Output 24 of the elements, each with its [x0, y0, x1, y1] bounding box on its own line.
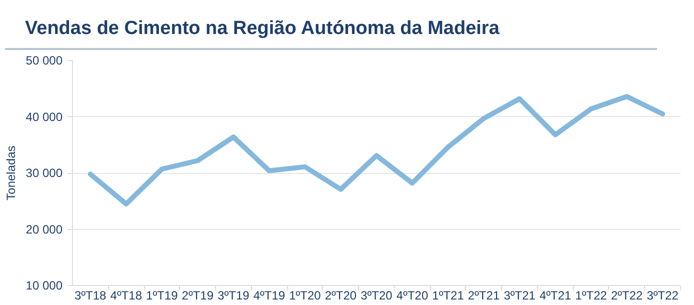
y-tick-label: 50 000: [26, 54, 63, 68]
x-tick-label: 4ºT19: [253, 288, 286, 302]
x-tick-label: 4ºT21: [539, 288, 572, 302]
x-tick-label: 1ºT22: [575, 288, 608, 302]
x-tick-label: 1ºT20: [289, 288, 322, 302]
y-tick-label: 30 000: [26, 166, 63, 180]
chart-title: Vendas de Cimento na Região Autónoma da Madeira: [5, 5, 657, 50]
x-tick-label: 4ºT20: [396, 288, 428, 302]
x-tick-label: 3ºT19: [218, 288, 250, 302]
x-tick-label: 3ºT22: [646, 288, 679, 302]
y-axis-title: Toneladas: [4, 146, 18, 200]
x-tick-label: 3ºT20: [360, 288, 393, 302]
x-tick-label: 2ºT22: [610, 288, 644, 302]
y-tick-label: 20 000: [26, 222, 63, 236]
x-tick-label: 4ºT18: [110, 288, 142, 302]
x-tick-label: 1ºT21: [432, 288, 464, 302]
x-tick-label: 3ºT21: [504, 288, 536, 302]
x-tick-label: 2ºT21: [468, 288, 500, 302]
x-tick-label: 1ºT19: [146, 288, 178, 302]
y-tick-label: 10 000: [26, 278, 63, 292]
y-tick-label: 40 000: [26, 110, 63, 124]
x-tick-label: 2ºT20: [324, 288, 357, 302]
x-tick-label: 2ºT19: [182, 288, 214, 302]
x-tick-label: 3ºT18: [74, 288, 107, 302]
